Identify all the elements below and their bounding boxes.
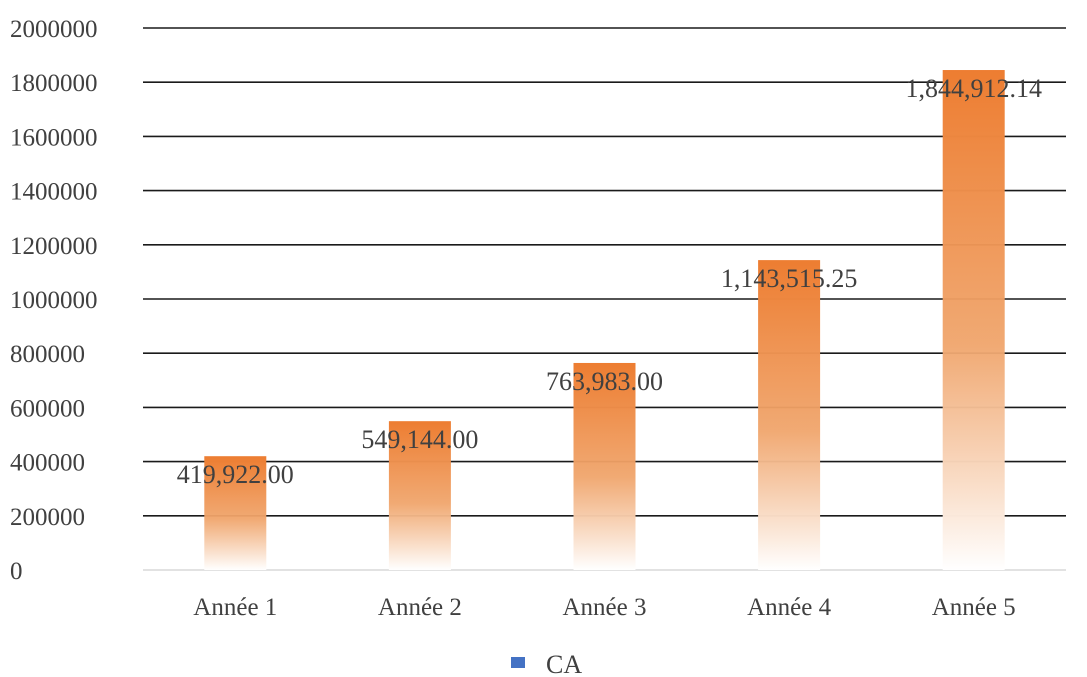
bar (388, 421, 451, 570)
y-tick-label: 0 (10, 558, 23, 585)
data-label: 763,983.00 (546, 367, 663, 396)
x-tick-label: Année 3 (563, 594, 647, 621)
x-tick-label: Année 4 (747, 594, 831, 621)
data-label: 1,844,912.14 (905, 74, 1042, 103)
y-tick-label: 400000 (10, 450, 85, 477)
x-tick-label: Année 1 (193, 594, 277, 621)
legend: CA (511, 650, 582, 677)
y-tick-label: 1400000 (10, 179, 98, 206)
y-tick-label: 1200000 (10, 233, 98, 260)
y-tick-label: 200000 (10, 504, 85, 531)
y-axis-tick-labels: 0 200000 400000 600000 800000 1000000 1200000 1… (10, 16, 98, 585)
x-tick-label: Année 2 (378, 594, 462, 621)
data-labels: 419,922.00 549,144.00 763,983.00 1,143,515.… (177, 74, 1042, 489)
legend-marker-ca (511, 657, 525, 668)
y-tick-label: 2000000 (10, 16, 98, 43)
data-label: 1,143,515.25 (721, 264, 858, 293)
bar (573, 362, 636, 570)
bar (942, 70, 1005, 570)
data-label: 419,922.00 (177, 460, 294, 489)
y-tick-label: 1800000 (10, 70, 98, 97)
y-tick-label: 600000 (10, 395, 85, 422)
bars (204, 70, 1005, 570)
y-tick-label: 1600000 (10, 124, 98, 151)
y-tick-label: 1000000 (10, 287, 98, 314)
x-tick-label: Année 5 (932, 594, 1016, 621)
bar (758, 260, 821, 570)
legend-label-ca: CA (546, 650, 582, 677)
x-axis-category-labels: Année 1 Année 2 Année 3 Année 4 Année 5 (193, 594, 1015, 621)
y-tick-label: 800000 (10, 341, 85, 368)
data-label: 549,144.00 (361, 425, 478, 454)
gridlines (143, 27, 1066, 571)
bar (204, 456, 267, 570)
